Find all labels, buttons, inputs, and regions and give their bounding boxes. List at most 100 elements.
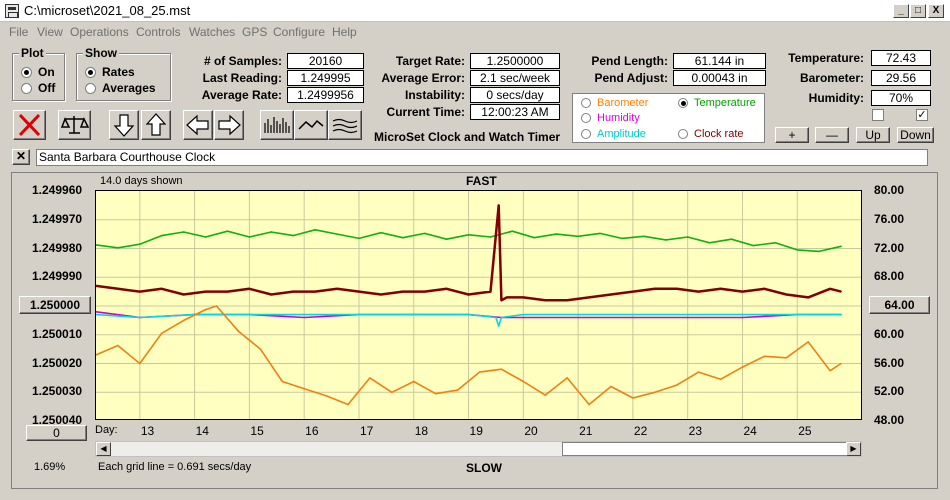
data-point <box>467 234 470 236</box>
checkbox-1[interactable] <box>872 109 884 121</box>
scroll-up-button[interactable] <box>141 110 171 140</box>
selector-amplitude[interactable]: Amplitude <box>581 128 646 140</box>
data-point <box>467 293 470 296</box>
clock-name-input[interactable]: Santa Barbara Courthouse Clock <box>36 149 928 166</box>
data-point <box>402 236 404 239</box>
target-rate-label: Target Rate: <box>395 54 465 68</box>
humidity-label: Humidity: <box>808 91 864 105</box>
menu-help[interactable]: Help <box>332 25 357 39</box>
current-time-label: Current Time: <box>386 105 465 119</box>
arrow-down-icon <box>113 114 135 137</box>
scroll-right-button[interactable] <box>214 110 244 140</box>
plus-button[interactable]: + <box>775 127 809 143</box>
data-point <box>270 231 273 233</box>
data-point <box>566 377 568 379</box>
selector-humidity[interactable]: Humidity <box>581 112 640 124</box>
menu-controls[interactable]: Controls <box>136 25 181 39</box>
scroll-right-arrow-icon[interactable]: ▶ <box>846 442 861 456</box>
data-point <box>139 362 141 365</box>
minus-button[interactable]: — <box>815 127 849 143</box>
data-point <box>654 287 656 290</box>
show-rates-radio[interactable]: Rates <box>85 65 135 79</box>
scroll-left-arrow-icon[interactable]: ◀ <box>96 442 111 456</box>
arrow-right-icon <box>218 114 241 136</box>
radio-dot-icon <box>21 82 32 94</box>
x-axis-tick-label: 21 <box>579 424 593 438</box>
data-point <box>358 313 360 316</box>
x-axis-tick-label: 13 <box>140 424 155 438</box>
scroll-left-button[interactable] <box>183 110 213 140</box>
center-rate-button[interactable]: 1.250000 <box>19 296 91 314</box>
data-point <box>139 290 141 293</box>
data-point <box>489 290 492 293</box>
line-graph-icon <box>298 119 324 130</box>
data-point <box>730 238 733 240</box>
scroll-down-button[interactable] <box>109 110 139 140</box>
selector-amplitude-label: Amplitude <box>597 128 646 140</box>
data-point <box>358 290 360 293</box>
show-rates-label: Rates <box>102 65 135 79</box>
data-point <box>139 316 141 319</box>
data-point <box>719 378 722 381</box>
target-rate-field[interactable]: 1.2500000 <box>470 53 560 69</box>
x-axis-tick-label: 22 <box>633 424 648 438</box>
data-point <box>478 371 481 373</box>
clear-clock-name-button[interactable]: ✕ <box>12 149 30 165</box>
checkbox-2[interactable]: ✓ <box>916 109 928 121</box>
menu-operations[interactable]: Operations <box>70 25 129 39</box>
menu-view[interactable]: View <box>37 25 63 39</box>
menu-gps[interactable]: GPS <box>242 25 268 39</box>
selector-temperature[interactable]: Temperature <box>678 97 756 109</box>
right-axis-tick-label: 80.00 <box>874 183 905 197</box>
data-point <box>588 296 590 299</box>
data-point <box>643 235 645 238</box>
data-point <box>467 313 470 316</box>
calibrate-button[interactable] <box>58 110 91 140</box>
minimize-button[interactable]: _ <box>893 4 909 18</box>
data-point <box>807 341 810 343</box>
menu-watches[interactable]: Watches <box>189 25 236 39</box>
data-point <box>664 239 667 241</box>
data-point <box>292 234 295 237</box>
pend-length-field[interactable]: 61.144 in <box>673 53 766 69</box>
data-point <box>577 313 579 316</box>
app-title: MicroSet Clock and Watch Timer <box>374 130 561 144</box>
series-barometer <box>96 305 842 406</box>
close-button[interactable]: X <box>928 4 944 18</box>
data-point <box>566 299 568 302</box>
line-view-button[interactable] <box>294 110 328 140</box>
series-clock-rate <box>96 204 842 302</box>
plot-on-radio[interactable]: On <box>21 65 55 79</box>
scrollbar-thumb[interactable] <box>562 442 847 456</box>
average-error-field: 2.1 sec/week <box>470 70 560 86</box>
red-x-icon <box>18 113 41 137</box>
bar-view-button[interactable] <box>260 110 294 140</box>
data-point <box>314 229 316 231</box>
data-point <box>380 231 382 234</box>
down-button[interactable]: Down <box>897 127 934 143</box>
temperature-field: 72.43 <box>871 50 931 66</box>
clear-button[interactable] <box>13 110 46 140</box>
maximize-button[interactable]: □ <box>910 4 926 18</box>
data-point <box>215 305 218 307</box>
selector-barometer[interactable]: Barometer <box>581 97 648 109</box>
right-axis-tick-label: 52.00 <box>874 384 905 399</box>
plot-off-radio[interactable]: Off <box>21 81 55 95</box>
center-env-button[interactable]: 64.00 <box>869 296 930 314</box>
chart-scrollbar[interactable]: ◀ ▶ <box>95 441 862 457</box>
series-amplitude <box>96 313 842 327</box>
wave-view-button[interactable] <box>328 110 362 140</box>
data-point <box>248 236 251 238</box>
menu-configure[interactable]: Configure <box>273 25 326 39</box>
radio-dot-icon <box>581 98 591 108</box>
pend-adjust-field[interactable]: 0.00043 in <box>673 70 766 86</box>
up-button[interactable]: Up <box>856 127 890 143</box>
selector-clock-rate[interactable]: Clock rate <box>678 128 744 140</box>
show-averages-radio[interactable]: Averages <box>85 81 156 95</box>
balance-scale-icon <box>60 116 90 134</box>
data-point <box>117 287 119 290</box>
selector-barometer-label: Barometer <box>597 97 649 109</box>
zero-button[interactable]: 0 <box>26 425 87 441</box>
data-point <box>741 290 744 293</box>
menu-file[interactable]: File <box>9 25 29 39</box>
